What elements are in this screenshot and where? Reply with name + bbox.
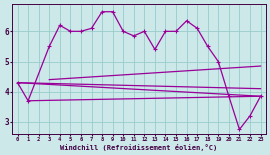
X-axis label: Windchill (Refroidissement éolien,°C): Windchill (Refroidissement éolien,°C) [60,144,218,151]
